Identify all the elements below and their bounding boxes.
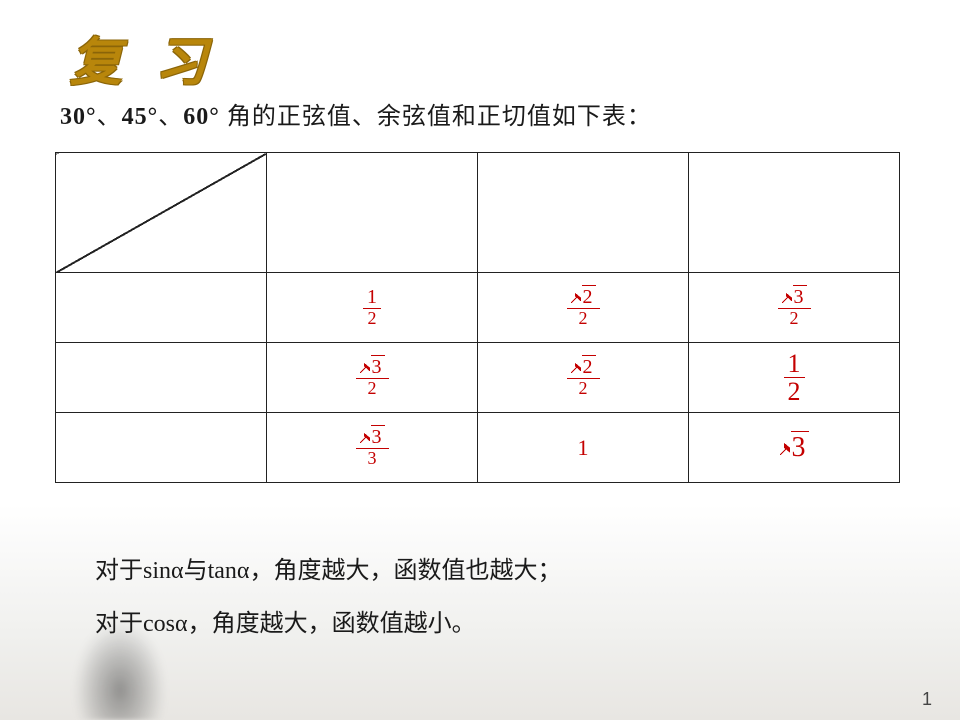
header-cell [267,153,478,273]
radicand: 3 [791,431,809,463]
cell-cos30: 32 [267,343,478,413]
radicand: 2 [582,355,596,378]
slide-subtitle: 30°、45°、60° 角的正弦值、余弦值和正切值如下表： [60,96,652,131]
cell-sin45: 22 [478,273,689,343]
cell-tan30: 33 [267,413,478,483]
note-line-1: 对于sinα与tanα，角度越大，函数值也越大； [95,545,562,598]
trig-table: 12 22 32 32 22 12 33 1 3 [55,152,900,483]
denominator: 2 [567,379,600,398]
row-label-cell [56,343,267,413]
table: 12 22 32 32 22 12 33 1 3 [55,152,900,483]
text: ，角度越大，函数值也越大； [250,558,562,584]
denominator: 2 [778,309,811,328]
header-cell [689,153,900,273]
sep: 、 [158,104,183,130]
table-row [56,153,900,273]
row-label-cell [56,413,267,483]
denominator: 2 [356,379,389,398]
slide-title: 复 习 [70,20,217,95]
cell-cos60: 12 [689,343,900,413]
denominator: 2 [363,309,381,328]
note-line-2: 对于cosα，角度越大，函数值越小。 [95,598,562,651]
row-label-cell [56,273,267,343]
fn-tan: tanα [208,558,250,584]
cell-tan60: 3 [689,413,900,483]
notes: 对于sinα与tanα，角度越大，函数值也越大； 对于cosα，角度越大，函数值… [95,545,562,651]
numerator: 1 [363,287,381,309]
cell-sin60: 32 [689,273,900,343]
text: ，角度越大，函数值越小。 [188,611,476,637]
sep: 、 [97,104,122,130]
text: 对于 [95,558,143,584]
radicand: 3 [793,285,807,308]
denominator: 3 [356,449,389,468]
denominator: 2 [567,309,600,328]
numerator: 1 [784,350,805,378]
cell-cos45: 22 [478,343,689,413]
denominator: 2 [784,378,805,405]
radicand: 2 [582,285,596,308]
table-row: 12 22 32 [56,273,900,343]
angle-45: 45° [122,104,159,130]
page-number: 1 [922,689,932,710]
fn-sin: sinα [143,558,184,584]
radicand: 3 [371,425,385,448]
table-row: 33 1 3 [56,413,900,483]
subtitle-text: 角的正弦值、余弦值和正切值如下表： [220,104,652,130]
value: 1 [578,435,589,460]
radicand: 3 [371,355,385,378]
header-diag-cell [56,153,267,273]
cell-sin30: 12 [267,273,478,343]
angle-60: 60° [183,104,220,130]
text: 与 [184,558,208,584]
fn-cos: cosα [143,611,188,637]
angle-30: 30° [60,104,97,130]
text: 对于 [95,611,143,637]
cell-tan45: 1 [478,413,689,483]
table-row: 32 22 12 [56,343,900,413]
header-cell [478,153,689,273]
